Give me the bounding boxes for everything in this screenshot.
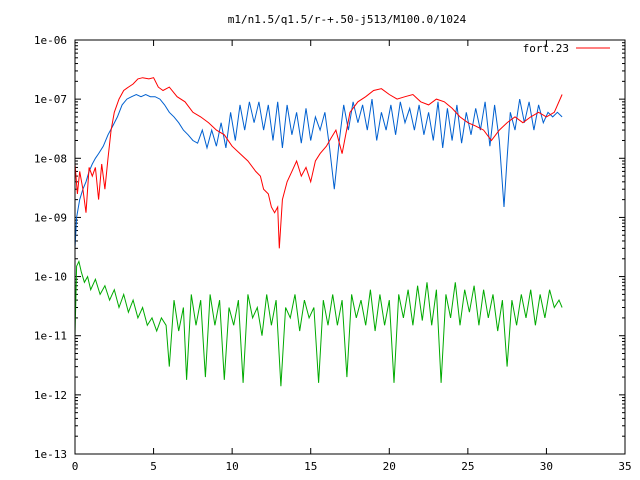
series-line-2 [74, 260, 563, 387]
y-tick-label: 1e-08 [34, 152, 67, 165]
y-tick-label: 1e-07 [34, 93, 67, 106]
chart-title: m1/n1.5/q1.5/r-+.50-j513/M100.0/1024 [228, 13, 467, 26]
x-tick-label: 15 [304, 460, 317, 473]
legend: fort.23 [523, 42, 610, 55]
x-tick-label: 0 [72, 460, 79, 473]
legend-label: fort.23 [523, 42, 569, 55]
x-tick-label: 10 [226, 460, 239, 473]
axis-ticks: 0 5 10 15 20 25 30 35 1e-13 1e-12 1e-11 1e-10 1e-09 1… [34, 34, 632, 473]
x-tick-label: 20 [383, 460, 396, 473]
x-tick-label: 5 [150, 460, 157, 473]
x-tick-label: 35 [618, 460, 631, 473]
plot-frame [74, 39, 626, 455]
x-tick-label: 30 [540, 460, 553, 473]
y-tick-label: 1e-06 [34, 34, 67, 47]
y-tick-label: 1e-12 [34, 389, 67, 402]
y-tick-label: 1e-10 [34, 271, 67, 284]
series-line-1 [74, 93, 563, 249]
series-line-0 [74, 77, 563, 249]
y-tick-label: 1e-09 [34, 211, 67, 224]
plot-area [74, 77, 563, 387]
x-tick-label: 25 [461, 460, 474, 473]
y-tick-label: 1e-11 [34, 330, 67, 343]
y-tick-label: 1e-13 [34, 448, 67, 461]
